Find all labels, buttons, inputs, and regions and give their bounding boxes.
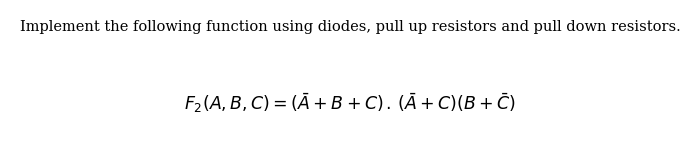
Text: Implement the following function using diodes, pull up resistors and pull down r: Implement the following function using d… [20, 20, 680, 34]
Text: $F_2(A, B, C) = (\bar{A} + B + C)\,.\,(\bar{A} + C)(B + \bar{C})$: $F_2(A, B, C) = (\bar{A} + B + C)\,.\,(\… [184, 92, 516, 115]
